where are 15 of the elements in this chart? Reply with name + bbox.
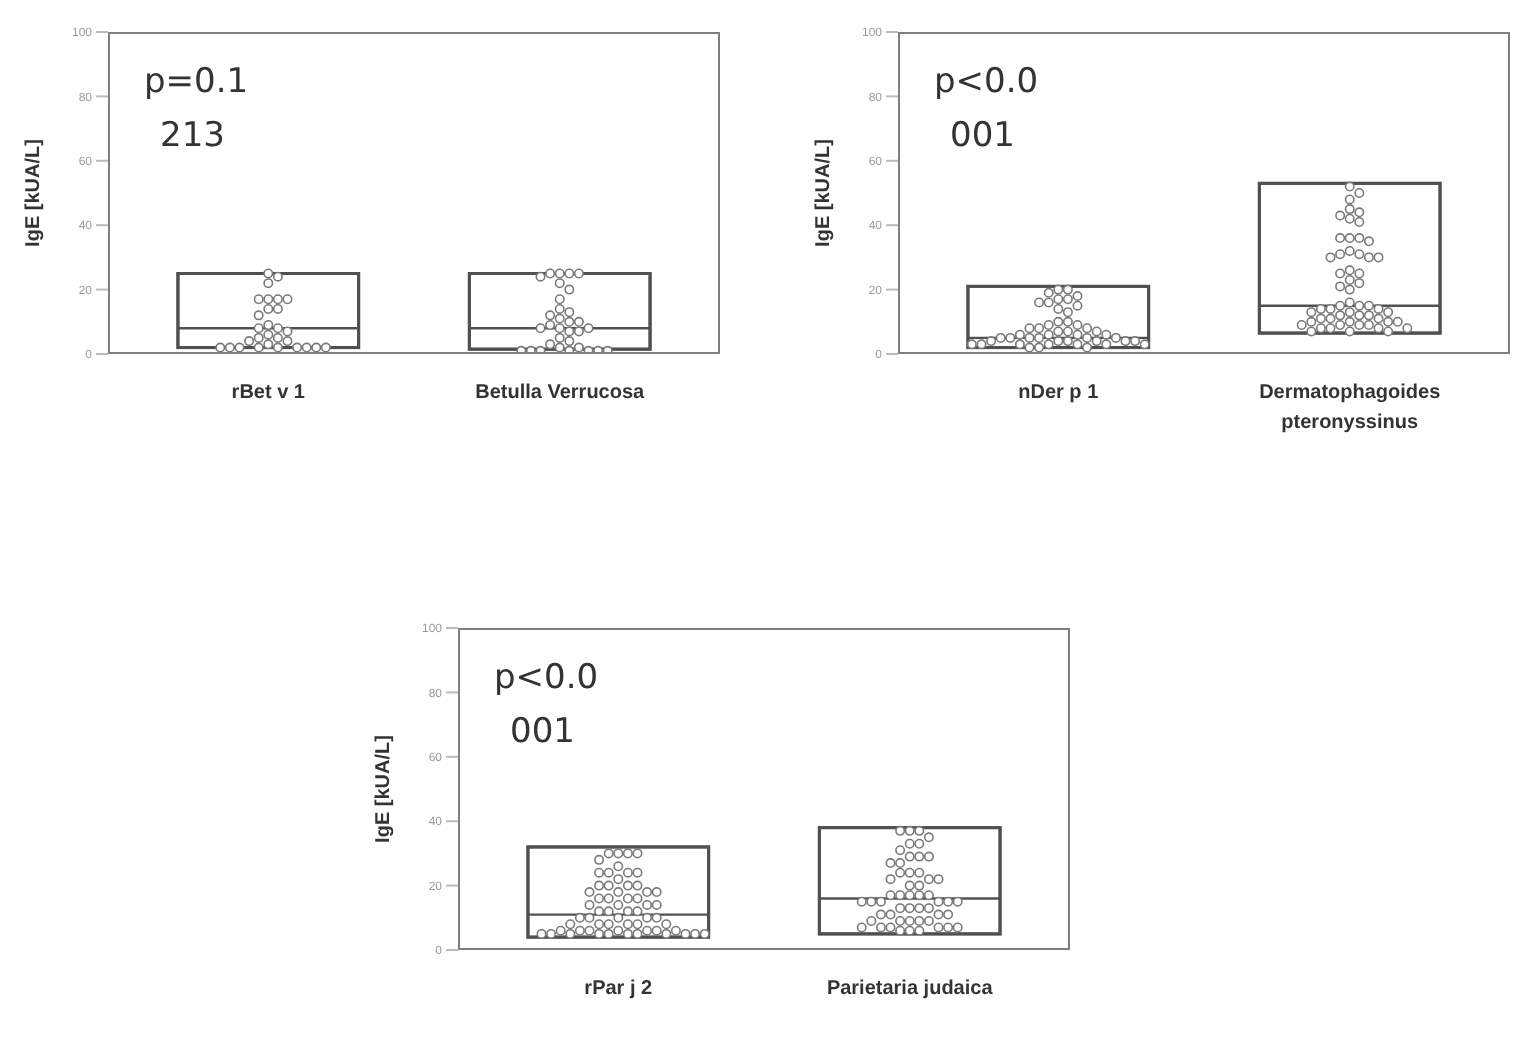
x-tick-label: Betulla Verrucosa xyxy=(475,382,646,404)
annotation: p<0.0 xyxy=(934,60,1039,106)
x-tick-label: Dermatophagoides pteronyssinus xyxy=(1259,382,1442,434)
y-axis-title: IgE [kUA/L] xyxy=(23,139,46,247)
annotation: p<0.0 xyxy=(494,656,599,702)
y-axis-title: IgE [kUA/L] xyxy=(813,139,836,247)
annotation: 001 xyxy=(508,710,577,756)
y-axis-title: IgE [kUA/L] xyxy=(373,735,396,843)
x-tick-label: rBet v 1 xyxy=(231,382,306,404)
annotation: p=0.1 xyxy=(144,60,249,106)
x-tick-label: rPar j 2 xyxy=(584,978,654,1000)
annotation: 001 xyxy=(948,114,1017,160)
x-tick-label: nDer p 1 xyxy=(1018,382,1100,404)
annotation: 213 xyxy=(158,114,227,160)
x-tick-label: Parietaria judaica xyxy=(826,978,994,1000)
